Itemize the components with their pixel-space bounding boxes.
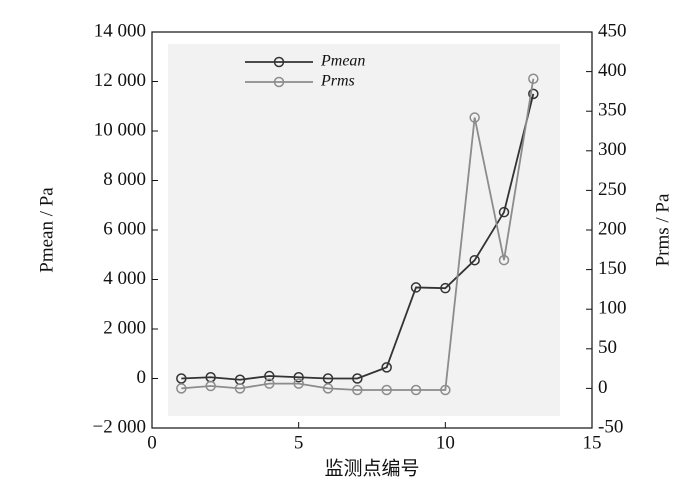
y2-tick-label: 250 [598, 179, 627, 200]
point [410, 282, 422, 293]
point [264, 378, 275, 389]
point [205, 380, 216, 392]
y-axis-label: Pmean / Pa [36, 187, 57, 273]
x-tick-label: 0 [147, 432, 157, 453]
y-tick-label: 8 000 [103, 169, 146, 190]
y2-tick-label: 450 [598, 20, 627, 41]
point [352, 373, 363, 384]
x-tick-label: 10 [436, 432, 455, 453]
point [469, 254, 480, 266]
point [528, 73, 539, 84]
y2-tick-label: -50 [598, 416, 623, 437]
legend-label: Pmean [320, 53, 365, 70]
y-tick-label: 14 000 [94, 20, 146, 41]
y2-axis-label: Prms / Pa [652, 193, 673, 266]
point [352, 384, 363, 396]
point [293, 372, 304, 383]
series-line [181, 93, 535, 381]
y2-tick-label: 50 [598, 337, 617, 358]
legend-marker [273, 56, 285, 68]
point [469, 112, 480, 123]
point [293, 378, 304, 389]
y-tick-label: 0 [137, 367, 147, 388]
point [410, 384, 422, 396]
y-tick-label: 4 000 [103, 268, 146, 289]
y2-tick-label: 300 [598, 139, 627, 160]
y2-tick-label: 0 [598, 377, 608, 398]
x-tick-label: 5 [294, 432, 304, 453]
point [264, 370, 275, 382]
y-tick-label: 2 000 [103, 317, 146, 338]
point [528, 88, 539, 100]
x-axis-label: 监测点编号 [324, 457, 419, 479]
point [322, 383, 334, 394]
point [381, 384, 392, 396]
point [498, 254, 510, 266]
y-tick-label: 10 000 [94, 119, 146, 140]
y-tick-label: −2 000 [93, 416, 146, 437]
y2-tick-label: 150 [598, 258, 627, 279]
point [440, 384, 451, 396]
y-tick-label: 12 000 [94, 70, 146, 91]
point [176, 383, 187, 394]
x-tick-label: 15 [583, 432, 602, 453]
y2-tick-label: 100 [598, 298, 627, 319]
point [176, 373, 187, 384]
legend-marker [273, 76, 285, 88]
y2-tick-label: 350 [598, 100, 627, 121]
y2-tick-label: 200 [598, 218, 627, 239]
point [381, 362, 392, 373]
y-tick-label: 6 000 [103, 218, 146, 239]
point [440, 282, 451, 294]
plot-background [168, 44, 560, 416]
point [498, 206, 510, 218]
point [234, 383, 246, 394]
y2-tick-label: 400 [598, 60, 627, 81]
point [322, 373, 334, 384]
legend-label: Prms [320, 73, 355, 90]
series-line [181, 78, 535, 391]
